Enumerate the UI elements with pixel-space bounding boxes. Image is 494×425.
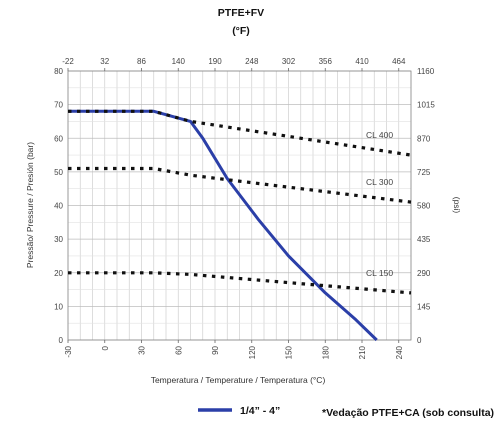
x-tick-label: 120 (248, 345, 257, 359)
y-tick-label: 70 (54, 101, 63, 110)
x-tick-label: 0 (101, 345, 110, 350)
right-tick-label: 145 (417, 302, 431, 311)
y-tick-label: 80 (54, 67, 63, 76)
top-tick-label: -22 (62, 57, 74, 66)
y-tick-label: 20 (54, 269, 63, 278)
axes (67, 68, 412, 343)
plot-frame (67, 70, 412, 341)
top-tick-label: 86 (137, 57, 146, 66)
right-tick-label: 435 (417, 235, 431, 244)
x-axis-label: Temperatura / Temperature / Temperatura … (151, 375, 326, 385)
series-line-cl-300 (68, 166, 412, 204)
series-label: CL 400 (366, 130, 393, 140)
x-tick-label: -30 (64, 345, 73, 357)
legend-label: 1/4” - 4” (240, 405, 280, 417)
x-tick-label: 90 (211, 345, 220, 354)
y-tick-label: 30 (54, 235, 63, 244)
footnote: *Vedação PTFE+CA (sob consulta). (322, 407, 494, 419)
right-tick-label: 290 (417, 269, 431, 278)
right-tick-label: 0 (417, 336, 422, 345)
x-tick-label: 150 (285, 345, 294, 359)
y-axis-label: Pressão/ Pressure / Presión (bar) (25, 142, 35, 268)
y-tick-label: 60 (54, 134, 63, 143)
right-tick-label: 870 (417, 134, 431, 143)
top-tick-label: 356 (319, 57, 333, 66)
series-line-cl-400 (68, 109, 412, 157)
top-tick-label: 302 (282, 57, 296, 66)
top-tick-label: 190 (208, 57, 222, 66)
top-tick-label: 410 (355, 57, 369, 66)
x-tick-label: 240 (395, 345, 404, 359)
right-tick-label: 1015 (417, 101, 435, 110)
top-tick-label: 32 (100, 57, 109, 66)
right-axis-label: (psi) (452, 197, 462, 214)
series-line-1-4-4 (68, 109, 378, 342)
y-tick-label: 0 (59, 336, 64, 345)
top-tick-label: 248 (245, 57, 259, 66)
chart-title: PTFE+FV (218, 7, 264, 19)
right-tick-label: 725 (417, 168, 431, 177)
x-tick-label: 60 (174, 345, 183, 354)
series-label: CL 150 (366, 268, 393, 278)
grid (67, 70, 412, 341)
top-tick-label: 140 (172, 57, 186, 66)
series-label: CL 300 (366, 177, 393, 187)
labels: -30 0 30 60 90 120 150 180 210 240-22 32 86 140 190 24… (54, 57, 435, 359)
y-tick-label: 10 (54, 302, 63, 311)
top-tick-label: 464 (392, 57, 406, 66)
x-tick-label: 180 (321, 345, 330, 359)
x-tick-label: 30 (138, 345, 147, 354)
series-group (68, 109, 412, 342)
right-tick-label: 1160 (417, 67, 435, 76)
x-tick-label: 210 (358, 345, 367, 359)
chart-subtitle: (°F) (232, 25, 250, 37)
right-tick-label: 580 (417, 202, 431, 211)
y-tick-label: 50 (54, 168, 63, 177)
y-tick-label: 40 (54, 202, 63, 211)
